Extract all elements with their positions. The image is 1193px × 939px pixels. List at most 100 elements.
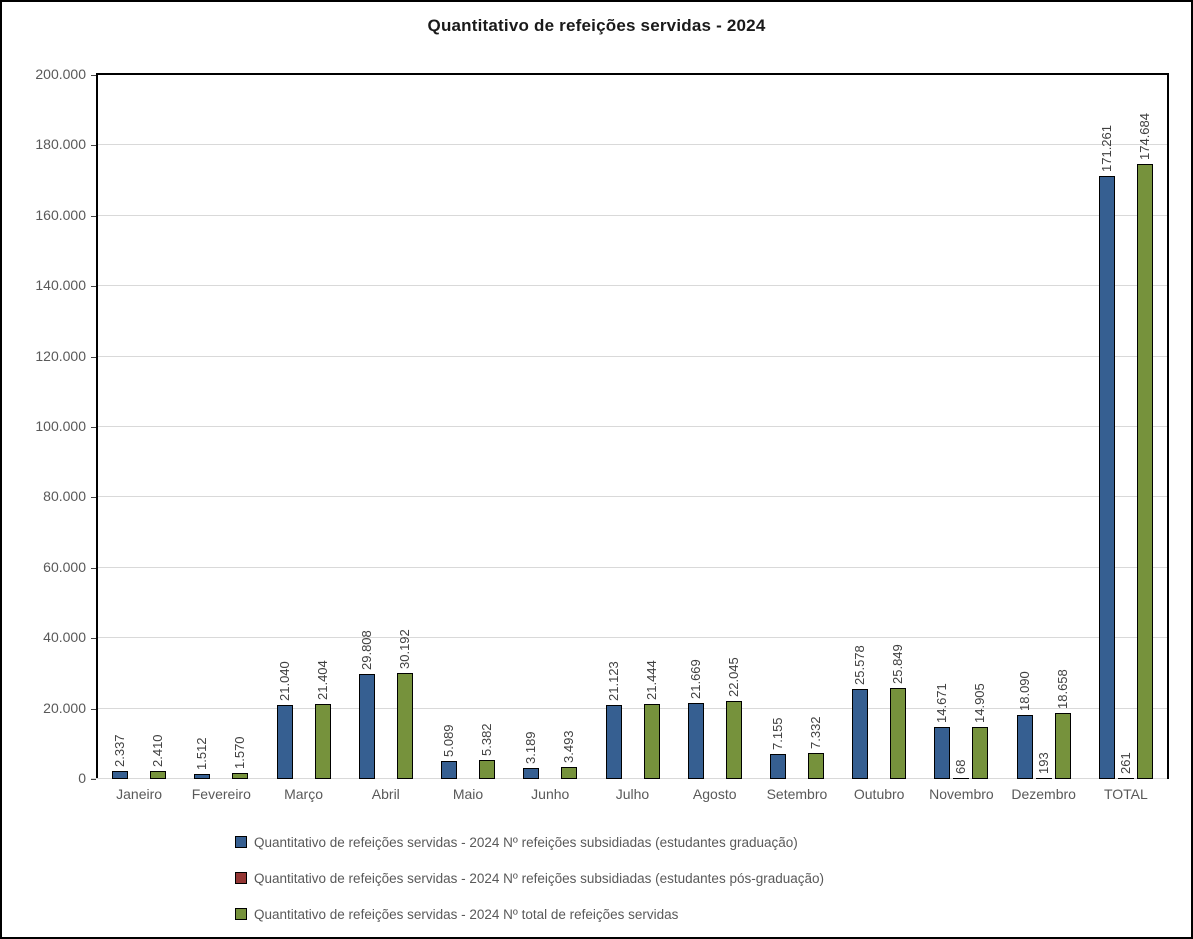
y-axis-label: 100.000	[35, 418, 86, 434]
bar-series1-agosto	[687, 702, 704, 779]
x-axis-label: Janeiro	[116, 786, 163, 802]
bar-series1-novembro	[934, 727, 951, 779]
bar-value-label: 1.512	[194, 737, 210, 770]
y-axis-tick	[91, 286, 96, 288]
y-axis-label: 180.000	[35, 136, 86, 153]
bar-value-label: 2.410	[150, 733, 166, 767]
bar-value-label: 30.192	[396, 628, 412, 669]
x-axis-label: Outubro	[853, 786, 905, 802]
bar-value-label: 21.404	[314, 659, 330, 700]
bar-series1-julho	[605, 704, 622, 779]
y-axis-tick	[91, 708, 96, 710]
bar-value-label: 29.808	[358, 630, 374, 671]
y-axis-tick	[91, 145, 96, 147]
legend-item-total: Quantitativo de refeições servidas - 202…	[235, 905, 824, 923]
bar-series3-março	[314, 703, 331, 779]
legend-swatch-pos-graduacao-icon	[235, 872, 247, 884]
bar-series1-maio	[441, 761, 458, 779]
bar-series3-agosto	[725, 701, 742, 779]
x-axis-label: TOTAL	[1103, 786, 1148, 802]
bar-value-label: 5.089	[441, 724, 457, 758]
y-axis-tick	[91, 356, 96, 358]
y-axis-label: 120.000	[35, 347, 86, 364]
gridline	[98, 637, 1167, 639]
bar-value-label: 171.261	[1098, 125, 1114, 173]
x-axis-label: Dezembro	[1011, 786, 1076, 802]
gridline	[98, 285, 1167, 287]
x-axis-label: Abril	[371, 786, 400, 802]
x-axis-label: Setembro	[766, 786, 828, 802]
x-axis-label: Julho	[615, 786, 650, 802]
legend-item-pos-graduacao: Quantitativo de refeições servidas - 202…	[235, 869, 824, 887]
chart-title: Quantitativo de refeições servidas - 202…	[427, 16, 766, 35]
gridline	[98, 355, 1167, 357]
bar-value-label: 21.444	[643, 659, 659, 700]
legend-label-pos-graduacao: Quantitativo de refeições servidas - 202…	[254, 870, 824, 886]
y-axis-tick	[91, 567, 96, 569]
gridline	[98, 144, 1167, 146]
x-axis-label: Junho	[531, 786, 570, 802]
legend-label-total: Quantitativo de refeições servidas - 202…	[254, 906, 679, 922]
bar-series3-julho	[643, 703, 660, 779]
bar-series1-total	[1098, 176, 1115, 779]
y-axis-tick	[91, 427, 96, 428]
x-axis-line	[91, 777, 1167, 779]
x-axis-label: Fevereiro	[191, 786, 251, 802]
bar-series3-setembro	[807, 753, 824, 779]
y-axis-tick	[91, 215, 96, 217]
legend-label-graduacao: Quantitativo de refeições servidas - 202…	[254, 834, 798, 850]
bar-value-label: 5.382	[479, 723, 495, 757]
x-axis-label: Maio	[452, 786, 484, 802]
bar-series3-abril	[396, 672, 413, 779]
bar-series3-dezembro	[1054, 713, 1071, 779]
y-axis-label: 80.000	[43, 488, 86, 505]
gridline	[98, 707, 1167, 709]
bar-series1-outubro	[852, 688, 869, 779]
bar-value-label: 22.045	[725, 657, 741, 698]
legend-swatch-graduacao-icon	[235, 836, 247, 848]
y-axis-label: 160.000	[35, 206, 86, 223]
bar-value-label: 25.578	[852, 645, 868, 685]
gridline	[98, 496, 1167, 498]
bar-value-label: 7.155	[769, 717, 785, 750]
bar-series2-dezembro	[1035, 777, 1052, 779]
gridline	[98, 426, 1167, 427]
bar-value-label: 3.493	[561, 730, 577, 763]
bar-value-label: 21.040	[276, 661, 292, 701]
bar-value-label: 18.090	[1016, 671, 1032, 712]
x-axis-label: Novembro	[929, 786, 994, 802]
legend-item-graduacao: Quantitativo de refeições servidas - 202…	[235, 833, 824, 851]
bar-value-label: 21.123	[605, 660, 621, 701]
bar-series3-total	[1136, 164, 1153, 779]
y-axis-label: 0	[78, 770, 86, 786]
y-axis-tick	[91, 75, 96, 76]
bar-value-label: 14.671	[934, 683, 950, 724]
bar-value-label: 2.337	[112, 734, 128, 767]
y-axis-label: 200.000	[35, 66, 86, 82]
y-axis-tick	[91, 779, 96, 780]
y-axis-label: 20.000	[43, 699, 86, 716]
legend: Quantitativo de refeições servidas - 202…	[235, 833, 824, 937]
gridline	[98, 214, 1167, 216]
bar-value-label: 21.669	[687, 658, 703, 699]
bar-series3-junho	[561, 766, 578, 779]
x-axis-label: Agosto	[692, 786, 737, 802]
bar-value-label: 14.905	[972, 682, 988, 723]
bar-series1-abril	[358, 674, 375, 779]
bar-value-label: 3.189	[523, 731, 539, 764]
legend-swatch-total-icon	[235, 908, 247, 920]
bar-series1-março	[276, 704, 293, 779]
bar-series3-outubro	[890, 688, 907, 779]
bar-series1-junho	[523, 767, 540, 779]
bar-series3-maio	[479, 760, 496, 779]
bar-series3-fevereiro	[232, 773, 249, 779]
gridline	[98, 566, 1167, 568]
bar-series3-janeiro	[150, 770, 167, 779]
bar-value-label: 18.658	[1054, 669, 1070, 710]
bar-value-label: 68	[953, 759, 969, 774]
bar-series1-fevereiro	[194, 773, 211, 779]
y-axis-tick	[91, 638, 96, 640]
y-axis-label: 140.000	[35, 277, 86, 294]
bar-value-label: 25.849	[890, 644, 906, 685]
